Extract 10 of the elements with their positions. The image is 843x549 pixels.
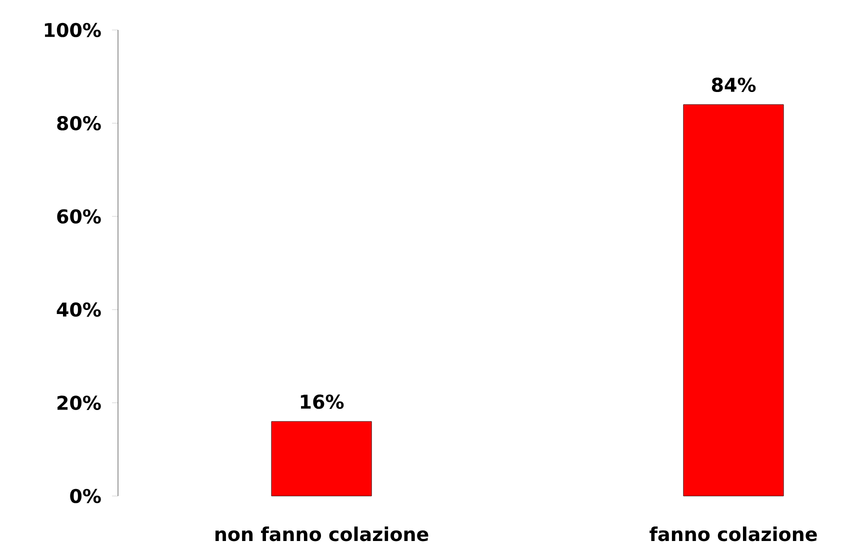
y-tick-label: 60% (57, 209, 101, 224)
data-label: 84% (712, 78, 756, 92)
x-tick-label: non fanno colazione (216, 526, 428, 542)
y-tick-label: 100% (44, 22, 101, 38)
x-tick-label: fanno colazione (650, 526, 817, 542)
y-tick-label: 20% (57, 396, 101, 410)
y-tick-label: 40% (56, 302, 101, 317)
data-label: 16% (300, 394, 344, 409)
y-tick-label: 80% (57, 116, 101, 130)
y-tick-label: 0% (70, 488, 101, 504)
